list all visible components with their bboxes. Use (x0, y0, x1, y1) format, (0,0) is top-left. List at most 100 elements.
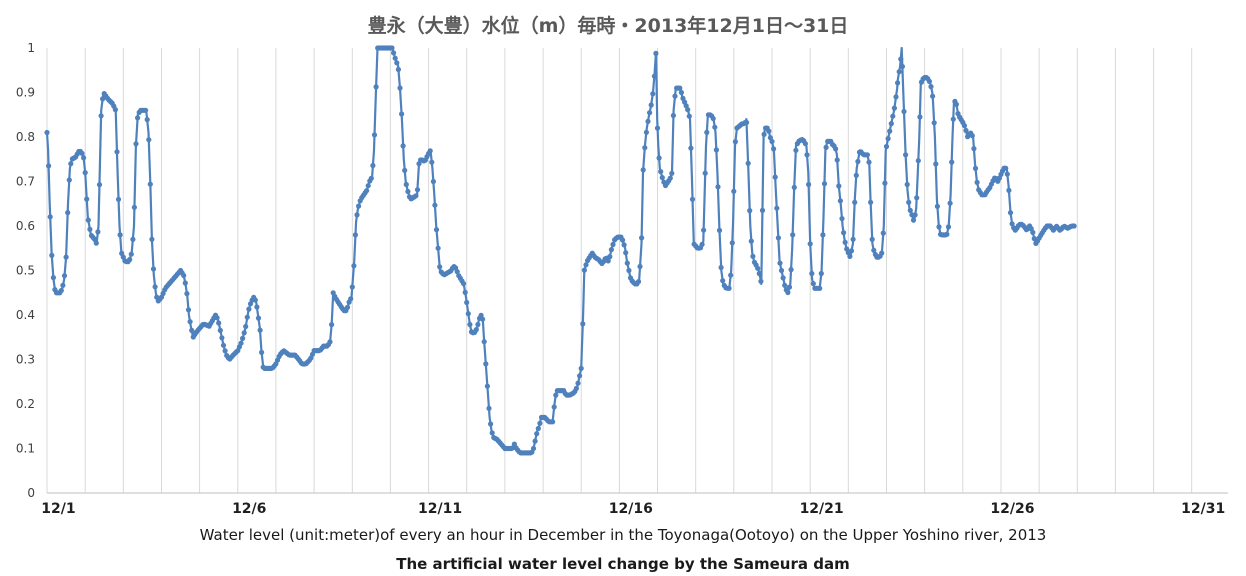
data-point (1071, 223, 1077, 229)
data-point (833, 146, 839, 152)
data-point (944, 231, 950, 237)
data-point (413, 193, 419, 199)
data-point (488, 421, 494, 427)
data-point (841, 230, 847, 236)
data-point (701, 227, 707, 233)
data-point (640, 167, 646, 173)
data-point (573, 385, 580, 391)
water-level-chart: 豊永（大豊）水位（m）毎時・2013年12月1日～31日 00.10.20.30… (16, 14, 1228, 517)
data-point (370, 162, 376, 169)
data-point (364, 188, 370, 194)
y-tick-label: 0.7 (16, 175, 35, 189)
data-point (483, 361, 489, 367)
data-point (143, 107, 149, 113)
data-point (903, 152, 909, 158)
data-point (888, 121, 894, 127)
data-point (1009, 221, 1015, 227)
data-point (578, 365, 584, 371)
data-point (810, 281, 816, 287)
data-point (710, 115, 716, 122)
data-point (131, 204, 137, 210)
data-point (535, 425, 541, 432)
y-tick-label: 0.4 (16, 308, 35, 322)
data-point (181, 272, 187, 279)
data-point (605, 258, 611, 264)
data-point (252, 297, 258, 303)
data-point (720, 278, 726, 284)
data-point (534, 431, 540, 437)
data-point (63, 254, 69, 260)
data-point (871, 247, 877, 253)
data-point (788, 267, 794, 273)
caption-subtitle: The artificial water level change by the… (396, 555, 850, 573)
x-tick-label: 12/21 (800, 501, 844, 517)
data-point (344, 304, 351, 310)
data-point (654, 125, 661, 131)
data-point (747, 208, 753, 214)
data-point (864, 152, 871, 158)
data-point (899, 63, 906, 70)
data-point (255, 315, 262, 321)
data-point (144, 117, 150, 123)
data-point (467, 321, 473, 328)
y-tick-label: 0.1 (16, 442, 35, 456)
data-point (953, 101, 960, 107)
data-point (371, 132, 378, 138)
data-point (961, 123, 968, 129)
data-point (220, 342, 227, 348)
data-point (219, 335, 225, 341)
data-point (354, 212, 360, 218)
data-point (755, 265, 761, 271)
data-point (771, 146, 777, 152)
data-point (809, 270, 815, 277)
data-point (702, 170, 708, 176)
data-point (793, 147, 799, 153)
data-point (758, 278, 764, 284)
data-point (945, 224, 952, 230)
data-point (608, 247, 615, 253)
data-point (397, 85, 403, 91)
data-point (429, 159, 435, 165)
data-point (648, 102, 654, 108)
data-point (133, 141, 139, 147)
data-point (639, 235, 645, 241)
x-axis-ticks: 12/1 12/6 12/11 12/16 12/21 12/26 12/31 (41, 501, 1225, 517)
data-point (766, 128, 772, 134)
data-point (356, 203, 362, 209)
data-point (437, 264, 443, 270)
data-point (949, 159, 955, 165)
data-point (637, 263, 643, 270)
data-point (1004, 171, 1010, 177)
data-point (645, 118, 651, 124)
data-point (392, 55, 398, 61)
data-point (974, 179, 980, 185)
data-point (834, 157, 840, 163)
data-point (868, 199, 874, 205)
x-tick-label: 12/31 (1181, 501, 1225, 517)
data-point (774, 205, 780, 211)
data-point (61, 273, 68, 279)
data-point (635, 279, 642, 285)
data-point (214, 315, 220, 321)
data-point (402, 167, 408, 173)
data-point (238, 340, 244, 346)
x-tick-label: 12/16 (609, 501, 653, 517)
data-point (486, 405, 492, 411)
data-point (349, 284, 355, 290)
data-point (607, 254, 613, 260)
data-point (620, 237, 626, 243)
data-point (66, 177, 72, 183)
data-point (47, 214, 53, 220)
data-point (454, 269, 460, 275)
data-point (187, 319, 193, 325)
data-point (934, 203, 941, 209)
data-point (750, 253, 756, 259)
data-point (790, 232, 796, 238)
data-point (712, 124, 718, 130)
data-point (87, 226, 93, 232)
data-point (81, 155, 87, 161)
data-point (257, 327, 263, 333)
data-point (963, 127, 969, 134)
data-point (184, 291, 190, 297)
data-point (427, 148, 433, 154)
